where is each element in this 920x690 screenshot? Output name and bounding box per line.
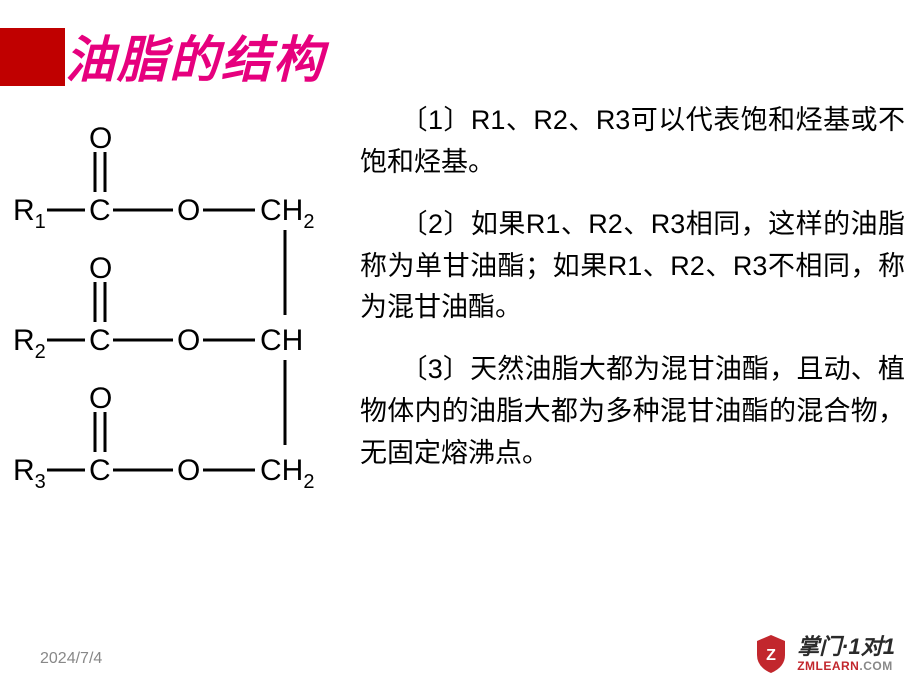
page-title: 油脂的结构 — [65, 20, 325, 92]
paragraph-3: 〔3〕天然油脂大都为混甘油酯，且动、植物体内的油脂大都为多种混甘油酯的混合物，无… — [360, 349, 905, 475]
date-label: 2024/7/4 — [40, 650, 102, 668]
label-ch2-3: CH2 — [260, 454, 314, 493]
label-ch: CH — [260, 324, 303, 357]
label-r3: R3 — [13, 454, 46, 493]
label-o3b: O — [177, 454, 200, 487]
accent-bar — [0, 28, 65, 86]
label-c3: C — [89, 454, 111, 487]
label-r1: R1 — [13, 194, 46, 233]
body-text: 〔1〕R1、R2、R3可以代表饱和烃基或不饱和烃基。 〔2〕如果R1、R2、R3… — [360, 100, 905, 495]
brand-logo: Z 掌门·1对1 ZMLEARN.COM — [753, 633, 895, 675]
label-ch2-1: CH2 — [260, 194, 314, 233]
label-o3a: O — [89, 382, 112, 415]
paragraph-1: 〔1〕R1、R2、R3可以代表饱和烃基或不饱和烃基。 — [360, 100, 905, 184]
chemical-structure-diagram: R1 C O O CH2 R2 C O O CH R3 C O O CH2 — [5, 120, 345, 540]
logo-brand-en: ZMLEARN.COM — [797, 660, 895, 672]
label-r2: R2 — [13, 324, 46, 363]
label-o2b: O — [177, 324, 200, 357]
shield-icon: Z — [753, 633, 789, 675]
label-o2a: O — [89, 252, 112, 285]
label-c2: C — [89, 324, 111, 357]
logo-brand-cn: 掌门·1对1 — [797, 636, 895, 658]
paragraph-2: 〔2〕如果R1、R2、R3相同，这样的油脂称为单甘油酯；如果R1、R2、R3不相… — [360, 204, 905, 330]
label-c1: C — [89, 194, 111, 227]
label-o1a: O — [89, 122, 112, 155]
svg-text:Z: Z — [766, 647, 776, 664]
label-o1b: O — [177, 194, 200, 227]
